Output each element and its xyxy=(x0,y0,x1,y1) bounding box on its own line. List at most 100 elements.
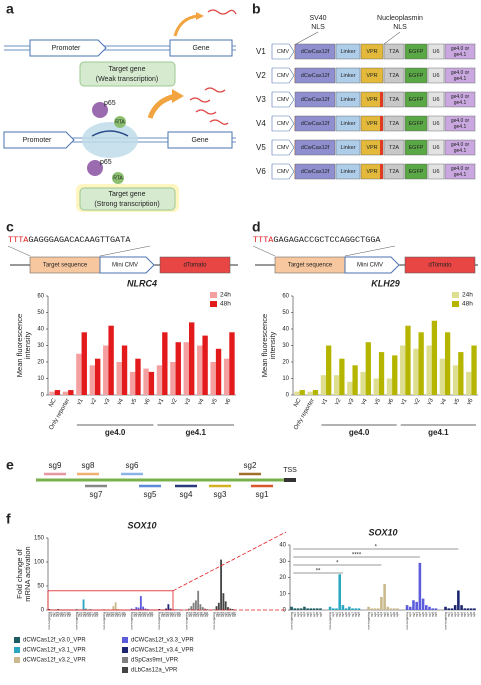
guide-box xyxy=(444,163,476,180)
y-tick-label: 40 xyxy=(282,327,289,333)
guide-label: ge4.1 xyxy=(454,100,467,106)
part-box xyxy=(383,163,405,180)
part-box xyxy=(335,139,361,156)
part-label: dCwCas12f xyxy=(301,73,330,79)
group-label: ge4.0 xyxy=(105,428,126,437)
bar xyxy=(223,358,230,395)
bar xyxy=(332,608,335,610)
x-tick-label: sg2 xyxy=(162,612,166,617)
x-tick-label: sg8 xyxy=(230,612,234,617)
x-tick-label: sg1 xyxy=(214,612,218,617)
part-box xyxy=(294,67,336,84)
x-tick-label: sg6 xyxy=(88,612,92,617)
bar xyxy=(84,608,87,610)
x-tick-label: non-targeting xyxy=(102,612,106,630)
p65-label: p65 xyxy=(104,100,116,107)
x-tick-label: sg3 xyxy=(191,612,195,617)
bar xyxy=(190,606,193,610)
bar xyxy=(418,332,424,395)
x-tick-label: non-targeting xyxy=(443,612,447,630)
x-tick-label: sg9 xyxy=(68,612,72,617)
y-tick-label: 50 xyxy=(282,310,289,316)
x-tick-label: non-targeting xyxy=(328,612,332,630)
part-box xyxy=(271,115,295,132)
x-tick-label: v3 xyxy=(426,397,435,406)
x-tick-label: sg9 xyxy=(233,612,237,617)
x-tick-label: sg3 xyxy=(109,612,113,617)
panel-label: c xyxy=(6,219,14,235)
bar xyxy=(189,322,195,395)
y-axis-label: Mean fluorescence xyxy=(15,314,24,377)
legend-label: dSpCas9mt_VPR xyxy=(131,658,179,664)
x-tick-label: sg1 xyxy=(447,612,451,617)
sig-label: ** xyxy=(316,569,321,575)
bar xyxy=(156,365,163,395)
y-tick-label: 0 xyxy=(286,393,290,399)
x-tick-label: sg5 xyxy=(168,612,172,617)
x-tick-label: sg8 xyxy=(148,612,152,617)
bar xyxy=(130,608,133,610)
zoom-box xyxy=(47,590,174,611)
part-label: EGFP xyxy=(409,49,424,55)
bar xyxy=(392,608,396,610)
x-tick-label: sg9 xyxy=(472,612,476,617)
x-tick-label: sg6 xyxy=(116,612,120,617)
bar xyxy=(139,596,142,610)
x-tick-label: sg3 xyxy=(81,612,85,617)
bar xyxy=(224,601,227,610)
legend-swatch xyxy=(210,292,217,298)
bar xyxy=(326,345,332,395)
bar xyxy=(413,348,419,395)
x-tick-label: sg1 xyxy=(49,612,53,617)
bar xyxy=(425,605,428,610)
x-tick-label: sg5 xyxy=(421,612,425,617)
legend-swatch xyxy=(14,637,20,643)
bar xyxy=(309,608,313,610)
x-tick-label: sg1 xyxy=(370,612,374,617)
part-label: T2A xyxy=(389,73,399,79)
bar xyxy=(400,345,406,395)
part-label: T2A xyxy=(389,49,399,55)
guide-label: ge4.0 or xyxy=(451,46,470,52)
legend-swatch xyxy=(14,657,20,663)
pam: TTTA xyxy=(253,235,274,245)
part-box xyxy=(404,91,428,108)
bar xyxy=(121,345,128,395)
bar xyxy=(148,371,155,395)
x-tick-label: sg9 xyxy=(205,612,209,617)
y-tick-label: 30 xyxy=(279,559,286,565)
weak-label: Target gene xyxy=(109,66,146,73)
y-tick-label: 0 xyxy=(283,608,287,614)
legend-swatch xyxy=(122,637,128,643)
bar xyxy=(376,608,380,610)
bar xyxy=(333,375,340,395)
part-label: U6 xyxy=(432,49,439,55)
x-tick-label: non-targeting xyxy=(74,612,78,630)
part-label: dCwCas12f xyxy=(301,49,330,55)
guide-label: ge4.0 or xyxy=(451,166,470,172)
part-label: dCwCas12f xyxy=(301,169,330,175)
x-tick-label: v4 xyxy=(440,397,449,406)
x-tick-label: sg8 xyxy=(469,612,473,617)
x-tick-label: v2 xyxy=(90,397,99,406)
x-tick-label: sg5 xyxy=(305,612,309,617)
panel-label: d xyxy=(252,219,261,235)
x-tick-label: sg7 xyxy=(201,612,205,617)
bar xyxy=(162,332,168,395)
bar xyxy=(447,608,451,610)
bar xyxy=(469,608,473,610)
x-tick-label: sg8 xyxy=(93,612,97,617)
part-box xyxy=(427,43,445,60)
part-box xyxy=(383,67,405,84)
bar xyxy=(408,606,412,610)
x-tick-label: sg1 xyxy=(77,612,81,617)
x-tick-label: sg7 xyxy=(389,612,393,617)
x-tick-label: v3 xyxy=(184,397,193,406)
part-label: Linker xyxy=(341,145,356,151)
x-tick-label: non-targeting xyxy=(129,612,133,630)
guide-label: sg6 xyxy=(126,461,139,470)
bar xyxy=(320,375,327,395)
x-tick-label: sg9 xyxy=(434,612,438,617)
pam: TTTA xyxy=(8,235,29,245)
bar xyxy=(81,332,87,395)
